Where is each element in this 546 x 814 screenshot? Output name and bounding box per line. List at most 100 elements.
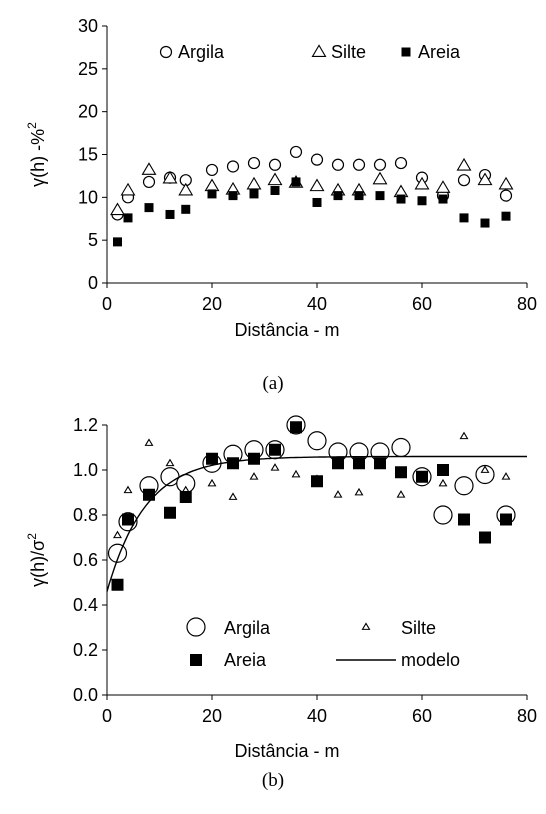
- areia-point: [501, 211, 511, 221]
- argila-point: [454, 476, 474, 496]
- x-axis-label: Distância - m: [234, 741, 339, 761]
- areia-point: [122, 513, 134, 526]
- areia-point: [207, 189, 217, 199]
- areia-point: [164, 506, 176, 519]
- areia-point: [333, 191, 343, 201]
- x-tick-label: 0: [102, 294, 112, 314]
- argila-point: [247, 156, 261, 170]
- areia-point: [228, 191, 238, 201]
- silte-point: [480, 465, 490, 473]
- silte-point: [459, 431, 469, 440]
- legend-entry-silte: Silte: [311, 42, 366, 62]
- model-curve: [106, 455, 527, 592]
- x-axis-label: Distância - m: [234, 320, 339, 340]
- x-tick-label: 20: [202, 706, 222, 726]
- areia-point: [143, 488, 155, 501]
- areia-point: [480, 218, 490, 228]
- series-silte: [113, 431, 511, 539]
- argila-point: [289, 145, 303, 159]
- silte-point: [501, 472, 511, 480]
- areia-point: [165, 209, 175, 219]
- areia-point: [500, 513, 512, 526]
- legend-label: Areia: [224, 650, 267, 670]
- y-tick-label: 0: [88, 273, 98, 293]
- areia-point: [416, 470, 428, 483]
- silte-point: [123, 485, 133, 494]
- x-tick-label: 80: [517, 294, 537, 314]
- legend-marker: [159, 45, 173, 59]
- argila-point: [310, 153, 324, 166]
- y-tick-label: 0.6: [73, 550, 98, 570]
- areia-point: [249, 189, 259, 199]
- legend-label: Argila: [224, 618, 271, 638]
- legend-label: Argila: [178, 42, 225, 62]
- y-axis-label-superscript: 2: [25, 533, 39, 540]
- areia-point: [291, 177, 301, 187]
- areia-point: [179, 491, 192, 503]
- areia-point: [375, 191, 385, 201]
- areia-point: [227, 457, 239, 470]
- argila-point: [499, 189, 513, 202]
- silte-point: [414, 176, 430, 190]
- y-axis-label: γ(h)/σ2: [25, 533, 48, 587]
- legend-label: Areia: [418, 42, 461, 62]
- silte-point: [438, 478, 448, 487]
- silte-point: [165, 458, 175, 467]
- areia-point: [181, 204, 191, 214]
- silte-point: [291, 469, 301, 478]
- y-axis-label: γ(h) -%2: [25, 122, 48, 187]
- legend-label: Silte: [401, 618, 436, 638]
- y-tick-label: 0.4: [73, 595, 98, 615]
- areia-point: [123, 213, 133, 223]
- x-tick-label: 60: [412, 706, 432, 726]
- legend-marker: [401, 47, 411, 57]
- areia-point: [374, 457, 386, 470]
- x-tick-label: 40: [307, 294, 327, 314]
- legend-entry-areia: Areia: [401, 42, 461, 62]
- y-tick-label: 5: [88, 230, 98, 250]
- x-tick-label: 40: [307, 706, 327, 726]
- areia-point: [458, 513, 470, 526]
- argila-point: [433, 505, 453, 525]
- y-tick-label: 10: [78, 187, 98, 207]
- silte-point: [207, 478, 217, 487]
- areia-point: [417, 196, 427, 206]
- silte-point: [246, 176, 262, 190]
- chart-a-semivariogram: 0 5 10 15 20 25 30 0 20 40 60 80 Distância - m γ(h) -…: [25, 16, 537, 394]
- areia-point: [269, 443, 281, 456]
- silte-point: [270, 463, 280, 471]
- y-tick-label: 20: [78, 102, 98, 122]
- areia-point: [353, 457, 365, 470]
- legend-entry-silte: Silte: [361, 618, 436, 638]
- areia-point: [144, 203, 154, 213]
- argila-point: [226, 160, 240, 173]
- x-tick-label: 0: [102, 706, 112, 726]
- areia-point: [311, 475, 323, 488]
- y-axis-label-main: γ(h)/σ: [28, 540, 48, 587]
- areia-point: [312, 197, 322, 207]
- series-areia: [113, 177, 511, 247]
- series-areia: [111, 421, 512, 591]
- areia-point: [332, 457, 344, 470]
- areia-point: [111, 578, 124, 591]
- legend-marker: [186, 617, 206, 637]
- areia-point: [113, 237, 122, 247]
- series-silte: [110, 157, 514, 216]
- silte-point: [333, 490, 343, 498]
- areia-point: [290, 421, 302, 434]
- silte-point: [372, 171, 388, 185]
- silte-point: [396, 490, 406, 498]
- areia-point: [395, 466, 407, 479]
- argila-point: [394, 156, 408, 170]
- silte-point: [435, 180, 451, 193]
- argila-point: [307, 431, 327, 451]
- argila-point: [142, 175, 156, 189]
- areia-point: [396, 194, 406, 204]
- chart-b-scaled-semivariogram: 0.0 0.2 0.4 0.6 0.8 1.0 1.2 0 20 40 60 80 Distância …: [25, 415, 537, 791]
- y-tick-label: 1.2: [73, 415, 98, 435]
- silte-point: [498, 176, 514, 190]
- silte-point: [456, 157, 472, 171]
- argila-point: [373, 158, 387, 171]
- argila-point: [352, 158, 366, 171]
